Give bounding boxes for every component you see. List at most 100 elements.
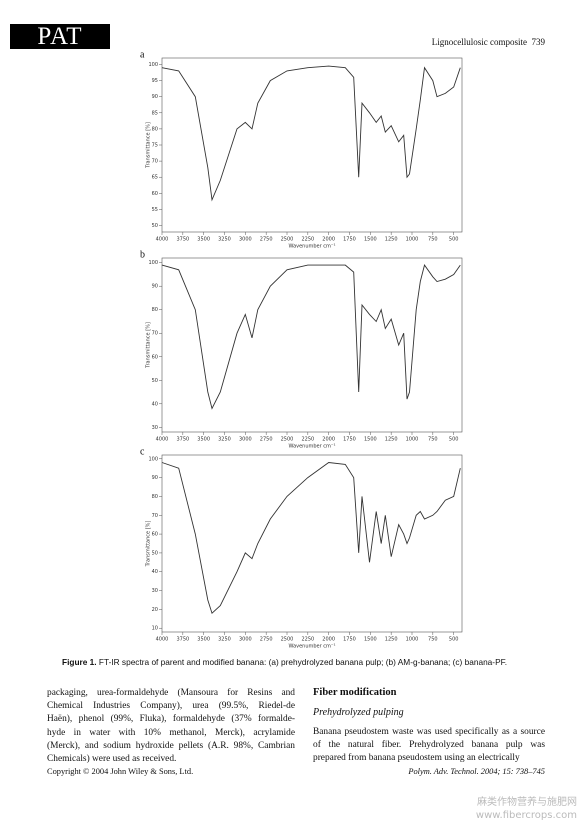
x-tick-label: 1000 <box>406 237 419 243</box>
y-tick-label: 95 <box>152 78 158 84</box>
citation: Polym. Adv. Technol. 2004; 15: 738–745 <box>408 767 545 776</box>
spectrum-line <box>161 65 461 202</box>
x-tick-label: 3500 <box>197 237 210 243</box>
copyright: Copyright © 2004 John Wiley & Sons, Ltd. <box>47 767 194 776</box>
x-tick-label: 750 <box>428 437 438 443</box>
running-title: Lignocellulosic composite <box>431 37 527 47</box>
x-tick-label: 2500 <box>281 237 294 243</box>
x-tick-label: 4000 <box>156 637 169 643</box>
y-tick-label: 70 <box>152 331 158 337</box>
text-line: Haën), phenol (99%, Fluka), formaldehyde… <box>47 714 295 725</box>
y-tick-label: 40 <box>152 569 158 575</box>
x-tick-label: 2250 <box>301 437 314 443</box>
x-tick-label: 500 <box>449 237 459 243</box>
y-tick-label: 30 <box>152 425 158 431</box>
spectrum-line <box>161 462 461 615</box>
plot-frame <box>161 57 463 233</box>
x-tick-label: 1000 <box>406 637 419 643</box>
x-tick-label: 1000 <box>406 437 419 443</box>
x-axis-label: Wavenumber cm⁻¹ <box>288 244 335 250</box>
x-tick-label: 3000 <box>239 237 252 243</box>
y-tick-label: 70 <box>152 513 158 519</box>
x-tick-label: 2250 <box>301 637 314 643</box>
x-tick-label: 3250 <box>218 237 231 243</box>
left-column: packaging, urea-formaldehyde (Mansoura f… <box>47 688 295 767</box>
journal-logo: PAT <box>10 24 110 49</box>
y-tick-label: 100 <box>148 260 158 266</box>
x-tick-label: 4000 <box>156 237 169 243</box>
x-tick-label: 1500 <box>364 237 377 243</box>
x-tick-label: 1500 <box>364 437 377 443</box>
y-tick-label: 30 <box>152 588 158 594</box>
x-tick-label: 3500 <box>197 637 210 643</box>
x-tick-label: 3750 <box>176 637 189 643</box>
x-tick-label: 4000 <box>156 437 169 443</box>
x-tick-label: 3750 <box>176 437 189 443</box>
x-tick-label: 750 <box>428 237 438 243</box>
subsection-heading: Prehydrolyzed pulping <box>313 707 404 718</box>
x-tick-label: 1750 <box>343 437 356 443</box>
text-line: (Merck), and sodium hydroxide pellets (A… <box>47 740 295 751</box>
text-line: packaging, urea-formaldehyde (Mansoura f… <box>47 688 295 698</box>
caption-text: FT-IR spectra of parent and modified ban… <box>98 657 508 667</box>
y-tick-label: 40 <box>152 401 158 407</box>
x-tick-label: 3000 <box>239 437 252 443</box>
y-tick-label: 85 <box>152 110 158 116</box>
caption: Figure 1. FT-IR spectra of parent and mo… <box>62 657 507 667</box>
y-tick-label: 90 <box>152 94 158 100</box>
y-tick-label: 10 <box>152 626 158 632</box>
x-tick-label: 1250 <box>385 237 398 243</box>
x-tick-label: 2750 <box>260 437 273 443</box>
x-tick-label: 500 <box>449 437 459 443</box>
text-line: Chemical Industries Company), urea (99.5… <box>47 701 295 712</box>
text-line: Chemicals) were used as received. <box>47 753 177 764</box>
x-tick-label: 1500 <box>364 637 377 643</box>
y-tick-label: 80 <box>152 307 158 313</box>
spectrum-line <box>161 264 461 410</box>
x-tick-label: 2750 <box>260 637 273 643</box>
section-heading: Fiber modification <box>313 687 397 698</box>
y-tick-label: 20 <box>152 607 158 613</box>
x-tick-label: 3500 <box>197 437 210 443</box>
y-tick-label: 60 <box>152 191 158 197</box>
text-line: of the natural fiber. Prehydrolyzed bana… <box>313 740 545 751</box>
y-tick-label: 50 <box>152 223 158 229</box>
watermark: 麻类作物营养与施肥网 www.fibercrops.com <box>476 796 577 822</box>
y-tick-label: 90 <box>152 475 158 481</box>
x-tick-label: 1250 <box>385 437 398 443</box>
y-tick-label: 80 <box>152 494 158 500</box>
y-tick-label: 60 <box>152 354 158 360</box>
page-number: 739 <box>531 37 546 47</box>
panel-label: a <box>140 49 145 60</box>
x-tick-label: 1750 <box>343 637 356 643</box>
plot-frame <box>161 454 463 633</box>
y-tick-label: 50 <box>152 378 158 384</box>
y-tick-label: 80 <box>152 126 158 132</box>
y-tick-label: 60 <box>152 532 158 538</box>
y-tick-label: 75 <box>152 143 158 149</box>
plot-frame <box>161 257 463 433</box>
y-axis-label: Transmittance [%] <box>146 122 152 169</box>
x-axis-label: Wavenumber cm⁻¹ <box>288 644 335 650</box>
x-tick-label: 500 <box>449 637 459 643</box>
x-tick-label: 2000 <box>322 237 335 243</box>
watermark-cn: 麻类作物营养与施肥网 <box>477 797 577 808</box>
x-tick-label: 2250 <box>301 237 314 243</box>
watermark-url: www.fibercrops.com <box>475 810 577 821</box>
x-tick-label: 2750 <box>260 237 273 243</box>
caption-label: Figure 1. <box>62 657 97 667</box>
y-tick-label: 65 <box>152 175 158 181</box>
y-axis-label: Transmittance [%] <box>146 521 152 568</box>
x-tick-label: 2000 <box>322 437 335 443</box>
x-tick-label: 2500 <box>281 437 294 443</box>
panel-label: c <box>140 446 145 457</box>
x-tick-label: 3250 <box>218 637 231 643</box>
running-head: Lignocellulosic composite 739 <box>432 37 545 47</box>
y-tick-label: 55 <box>152 207 158 213</box>
x-tick-label: 1750 <box>343 237 356 243</box>
y-tick-label: 100 <box>148 456 158 462</box>
figure: a 4000 3750 3500 3250 3000 2750 2500 2250 2000 175… <box>140 49 463 650</box>
right-column: Banana pseudostem waste was used specifi… <box>313 727 545 767</box>
x-tick-label: 2500 <box>281 637 294 643</box>
